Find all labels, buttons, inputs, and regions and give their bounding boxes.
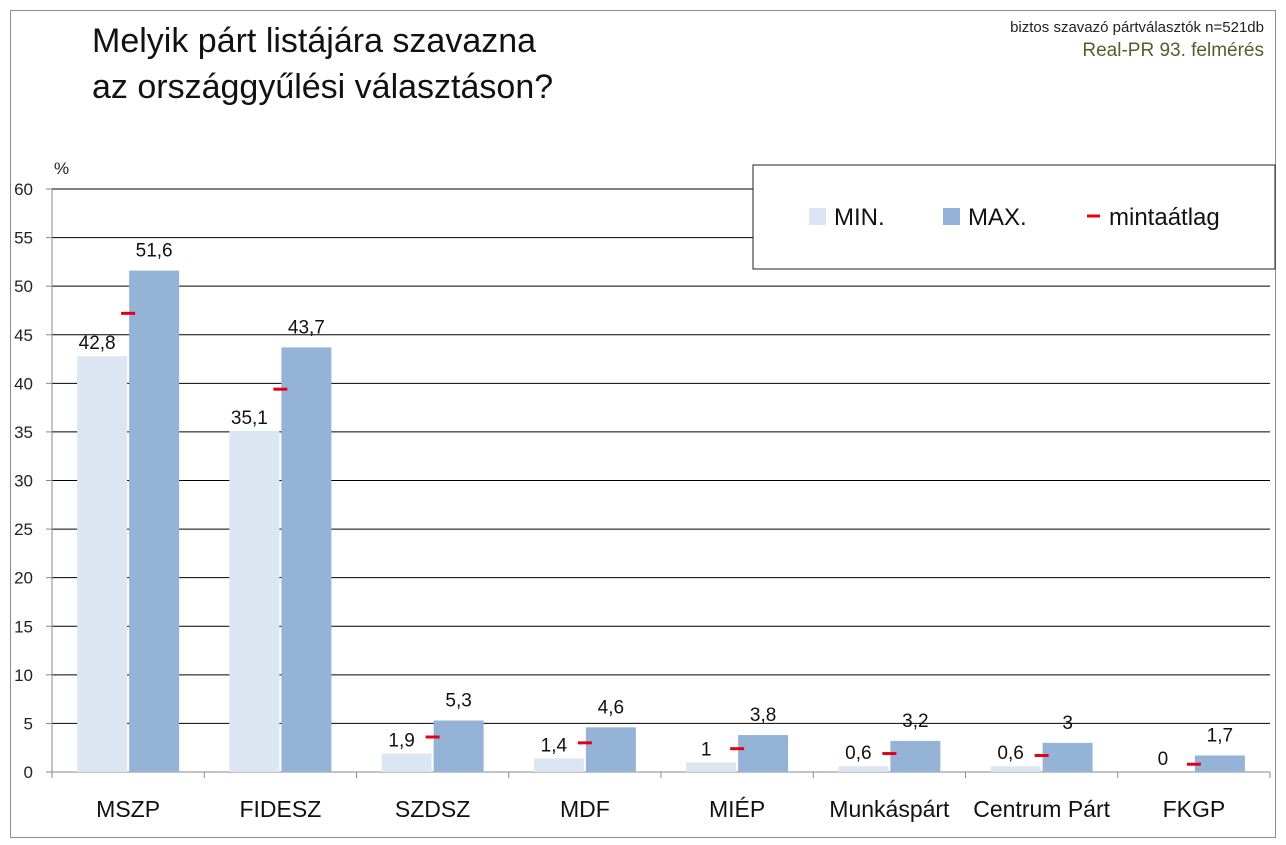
y-tick-label: 10 — [14, 666, 33, 685]
bar-max — [1194, 755, 1245, 772]
bar-max — [281, 347, 332, 772]
y-tick-label: 25 — [14, 520, 33, 539]
data-label-min: 0 — [1158, 749, 1169, 770]
y-tick-label: 35 — [14, 423, 33, 442]
data-label-max: 43,7 — [288, 317, 325, 338]
legend-label-min: MIN. — [834, 204, 885, 231]
chart-frame — [10, 10, 1276, 838]
data-label-min: 1,4 — [541, 735, 568, 756]
x-tick-label: Munkáspárt — [829, 796, 950, 822]
bar-max — [585, 727, 636, 772]
data-label-max: 5,3 — [445, 691, 471, 712]
x-tick-label: MIÉP — [709, 796, 765, 822]
y-tick-label: 0 — [24, 763, 33, 782]
data-label-max: 3 — [1062, 713, 1073, 734]
bars — [77, 270, 1245, 772]
data-label-min: 1 — [701, 739, 712, 760]
source-note: Real-PR 93. felmérés — [1082, 40, 1264, 61]
data-label-max: 4,6 — [598, 697, 624, 718]
bar-min — [533, 758, 584, 772]
y-tick-label: 60 — [14, 180, 33, 199]
legend: MIN. MAX. mintaátlag — [752, 164, 1276, 270]
bar-min — [838, 766, 889, 772]
bar-min — [381, 753, 432, 772]
y-tick-label: 45 — [14, 326, 33, 345]
data-label-min: 0,6 — [997, 743, 1023, 764]
y-tick-label: 55 — [14, 229, 33, 248]
y-tick-label: 20 — [14, 569, 33, 588]
sample-note: biztos szavazó pártválasztók n=521db — [1010, 19, 1264, 36]
bar-min — [77, 356, 128, 772]
legend-box — [752, 164, 1276, 270]
x-tick-label: Centrum Párt — [973, 796, 1110, 822]
y-tick-label: 30 — [14, 472, 33, 491]
bar-min — [229, 430, 280, 772]
data-labels: 42,8 51,6 35,1 43,7 1,9 5,3 1,4 4,6 1 3,8 0,6 3,2 0,… — [79, 241, 1233, 770]
data-label-max: 3,2 — [902, 711, 928, 732]
x-tick-label: SZDSZ — [395, 796, 470, 822]
x-tick-label: FKGP — [1163, 796, 1226, 822]
x-tick-label: MDF — [560, 796, 610, 822]
data-label-max: 1,7 — [1207, 725, 1233, 746]
data-label-max: 3,8 — [750, 705, 776, 726]
y-axis-label: % — [54, 159, 69, 178]
bar-max — [433, 720, 484, 772]
chart-title: Melyik párt listájára szavazna az ország… — [92, 22, 554, 106]
bar-max — [129, 270, 180, 772]
data-label-max: 51,6 — [136, 241, 173, 262]
x-tick-label: MSZP — [96, 796, 160, 822]
y-tick-label: 5 — [24, 714, 33, 733]
legend-label-mean: mintaátlag — [1109, 204, 1220, 231]
y-tick-label: 15 — [14, 617, 33, 636]
x-tick-label: FIDESZ — [239, 796, 321, 822]
data-label-min: 35,1 — [231, 408, 268, 429]
bar-max — [738, 735, 789, 772]
legend-label-max: MAX. — [968, 204, 1027, 231]
legend-swatch-max — [943, 208, 960, 225]
bar-max — [890, 740, 941, 772]
data-label-min: 0,6 — [845, 743, 871, 764]
legend-swatch-min — [809, 208, 826, 225]
bar-max — [1042, 742, 1093, 772]
bar-min — [686, 762, 737, 772]
y-tick-label: 40 — [14, 374, 33, 393]
y-tick-label: 50 — [14, 277, 33, 296]
bar-min — [990, 766, 1041, 772]
data-label-min: 1,9 — [388, 731, 414, 752]
data-label-min: 42,8 — [79, 333, 116, 354]
